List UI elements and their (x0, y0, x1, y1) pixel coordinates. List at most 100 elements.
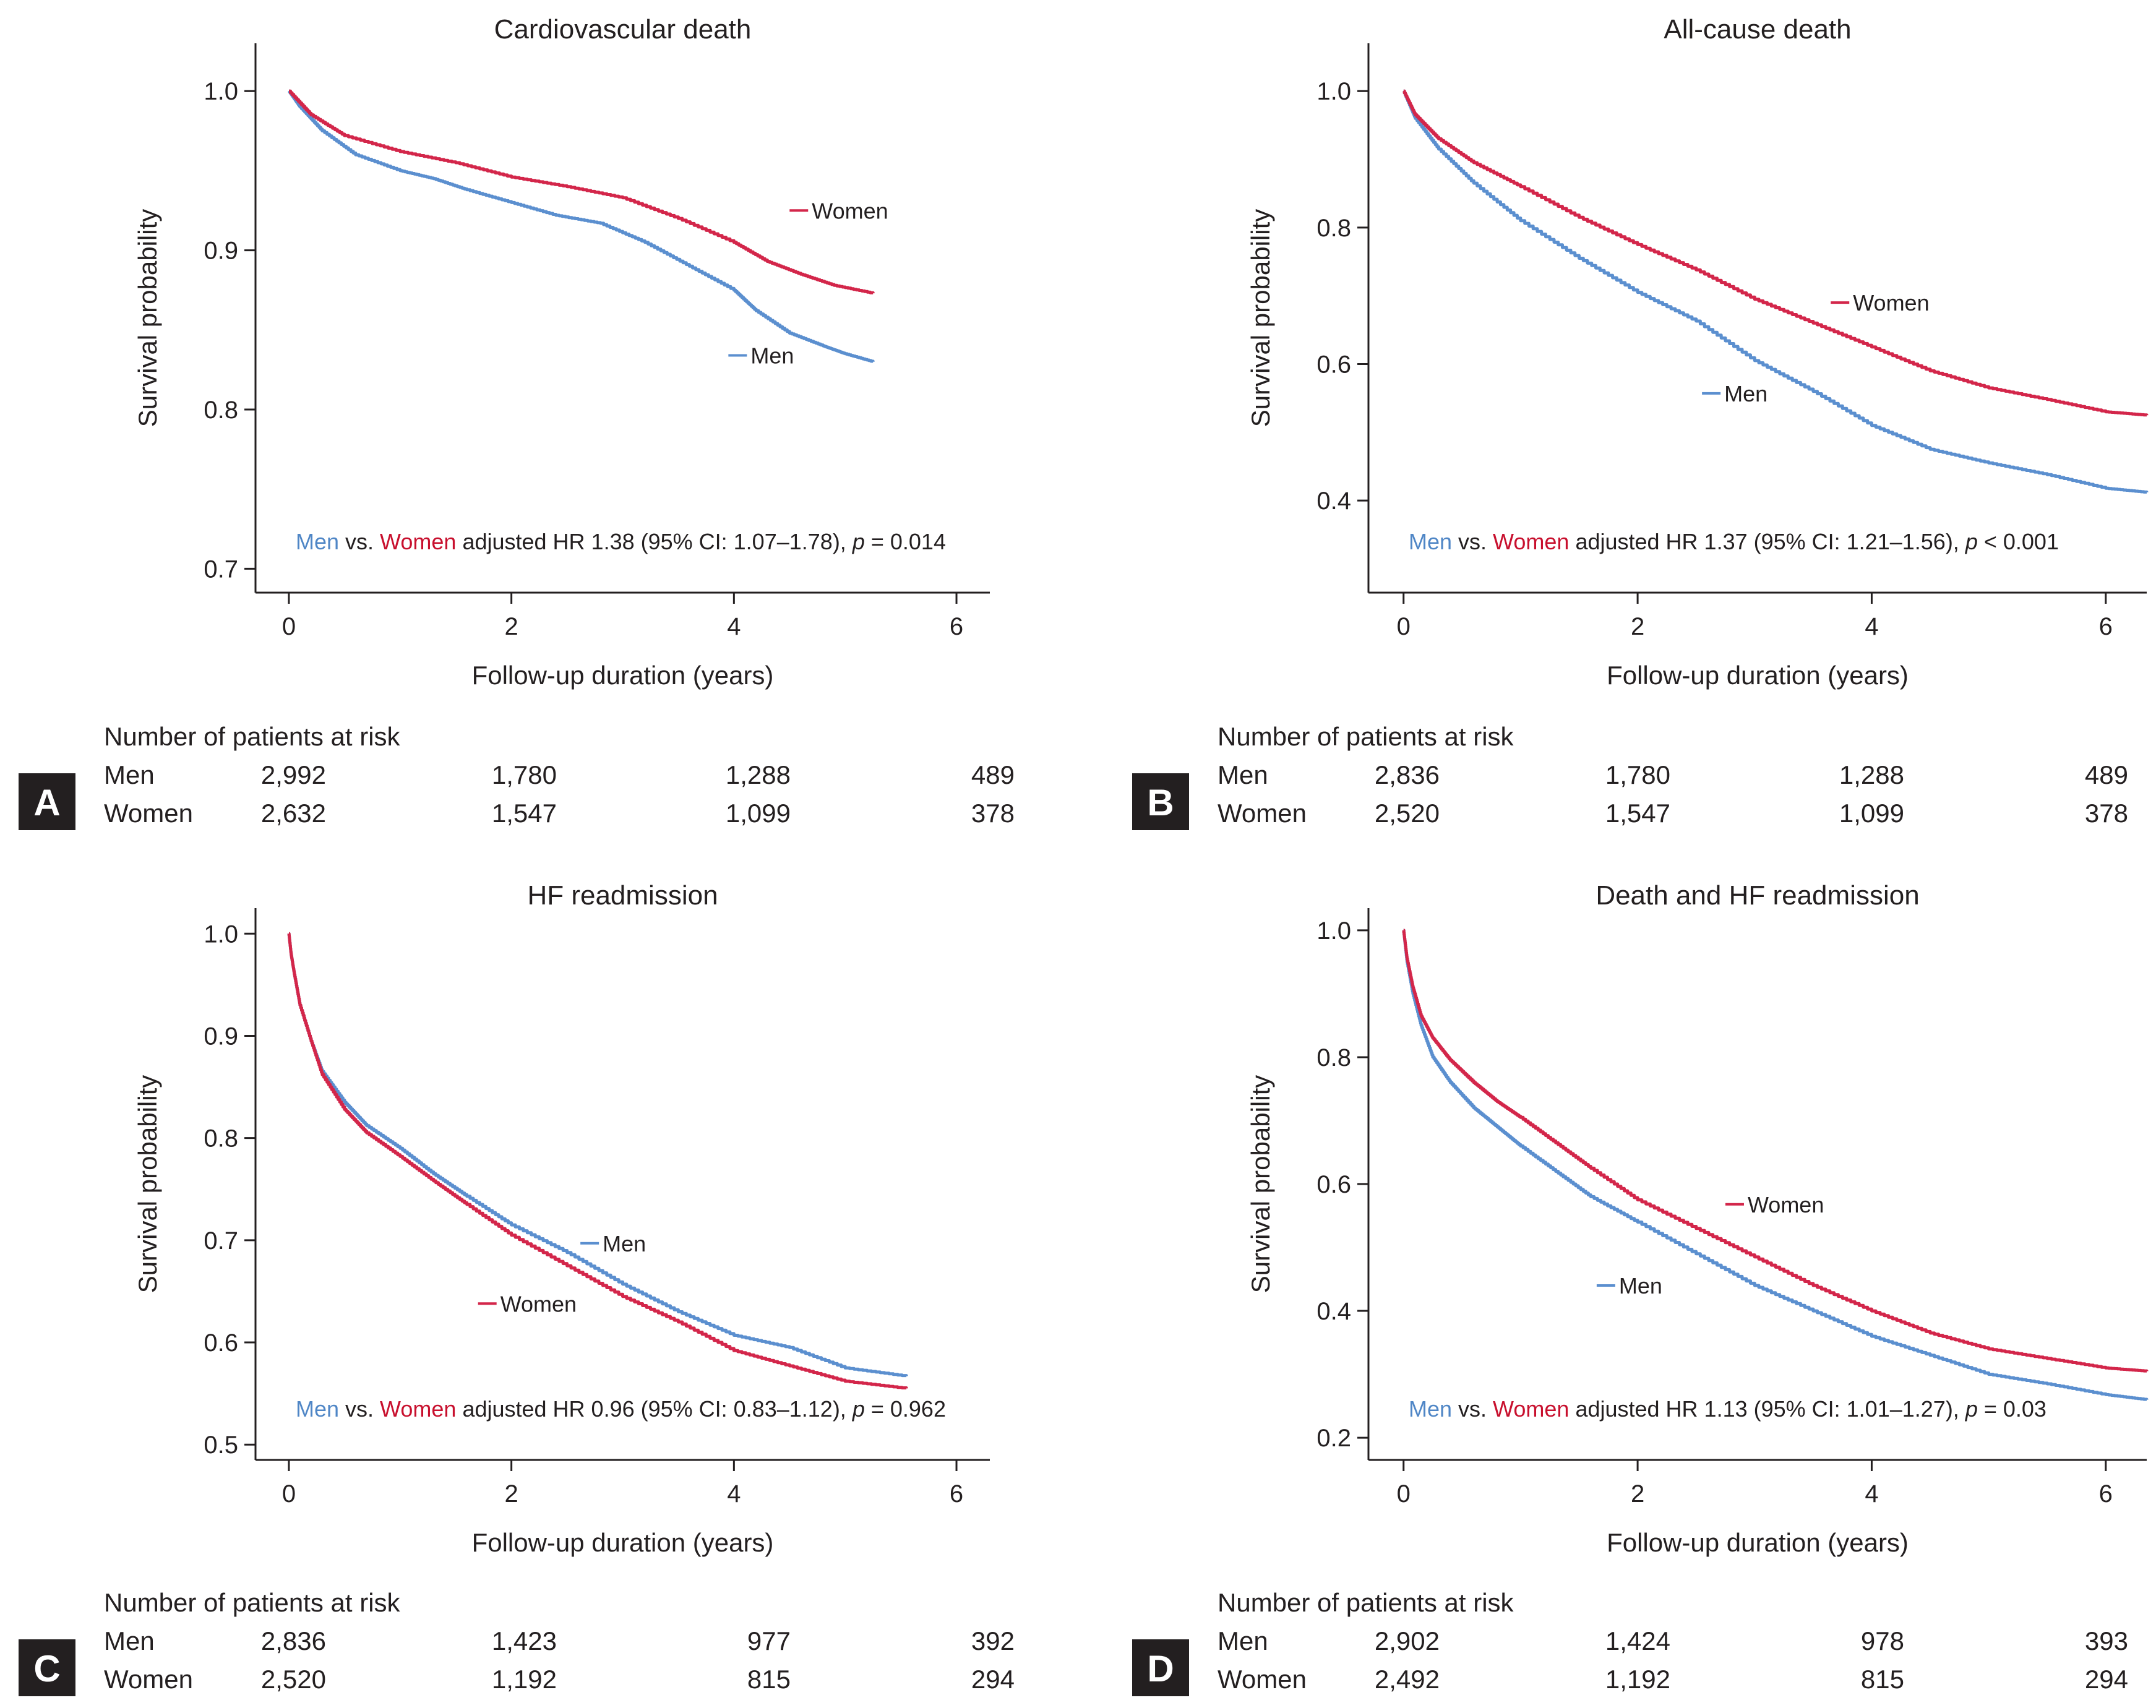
x-tick-label: 4 (727, 1480, 741, 1508)
x-axis-label: Follow-up duration (years) (1607, 1528, 1909, 1557)
risk-cell-women: 2,632 (261, 799, 326, 828)
risk-cell-women: 1,192 (1605, 1665, 1670, 1694)
risk-cell-women: 1,099 (726, 799, 791, 828)
risk-cell-women: 1,547 (492, 799, 557, 828)
x-tick-label: 4 (727, 613, 741, 640)
x-tick-label: 6 (2099, 1480, 2113, 1508)
y-axis-label: Survival probability (133, 1075, 162, 1294)
x-tick-label: 6 (2099, 613, 2113, 640)
panel-badge-letter: A (33, 782, 60, 823)
legend-label-women: Women (1748, 1192, 1824, 1217)
y-tick-label: 0.7 (204, 556, 238, 583)
risk-cell-men: 1,288 (1839, 760, 1904, 789)
legend-label-women: Women (500, 1291, 577, 1316)
risk-cell-women: 378 (971, 799, 1015, 828)
risk-cell-women: 1,547 (1605, 799, 1670, 828)
legend-label-men: Men (750, 343, 794, 368)
x-tick-label: 0 (1397, 1480, 1411, 1508)
series-line-women (1402, 929, 2149, 1373)
risk-cell-women: 2,520 (261, 1665, 326, 1694)
y-tick-label: 1.0 (204, 921, 238, 948)
series-line-men (288, 89, 875, 363)
risk-cell-men: 489 (971, 760, 1015, 789)
legend-label-women: Women (1853, 290, 1929, 315)
risk-row-men-label: Men (104, 1626, 155, 1655)
risk-cell-men: 489 (2085, 760, 2128, 789)
panel-badge-letter: B (1147, 782, 1174, 823)
risk-cell-women: 378 (2085, 799, 2128, 828)
y-axis-label: Survival probability (1246, 209, 1275, 427)
x-tick-label: 4 (1865, 1480, 1878, 1508)
legend-label-men: Men (603, 1231, 646, 1256)
annotation-pvalue: = 0.014 (865, 529, 946, 554)
risk-row-women-label: Women (1218, 1665, 1307, 1694)
annotation-p: p (1965, 1396, 1978, 1422)
annotation-men: Men (296, 529, 339, 554)
x-tick-label: 6 (950, 1480, 963, 1508)
y-tick-label: 1.0 (204, 78, 238, 105)
risk-cell-men: 2,836 (1375, 760, 1440, 789)
annotation-men: Men (296, 1396, 339, 1422)
risk-row-men-label: Men (1218, 1626, 1268, 1655)
annotation-women: Women (380, 1396, 456, 1422)
y-tick-label: 1.0 (1316, 78, 1351, 105)
y-tick-label: 0.6 (1316, 1171, 1351, 1198)
annotation-men: Men (1409, 529, 1452, 554)
annotation-women: Women (1493, 529, 1569, 554)
risk-cell-women: 294 (971, 1665, 1015, 1694)
annotation-vs: vs. (1452, 1396, 1493, 1422)
x-tick-label: 4 (1865, 613, 1878, 640)
y-tick-label: 1.0 (1316, 917, 1351, 945)
risk-cell-women: 815 (1861, 1665, 1904, 1694)
panel-badge (19, 1639, 75, 1696)
risk-cell-men: 1,423 (492, 1626, 557, 1655)
risk-table: Number of patients at risk Men Women 2,836 1… (1132, 722, 2128, 830)
annotation-stat: adjusted HR 1.37 (95% CI: 1.21–1.56), (1569, 529, 1965, 554)
risk-cell-women: 294 (2085, 1665, 2128, 1694)
hr-annotation: Men vs. Women adjusted HR 1.13 (95% CI: … (1409, 1396, 2046, 1422)
panel-c: HF readmission 0.5 0.6 0.7 0.8 0.9 1.0 0 2 4 6 Foll… (19, 880, 1015, 1696)
y-tick-label: 0.9 (204, 1023, 238, 1050)
x-tick-label: 2 (505, 1480, 518, 1508)
risk-cell-men: 1,288 (726, 760, 791, 789)
annotation-men: Men (1409, 1396, 1452, 1422)
risk-row-women-label: Women (104, 1665, 193, 1694)
risk-table: Number of patients at risk Men Women 2,902 1… (1132, 1588, 2128, 1696)
risk-cell-men: 392 (971, 1626, 1015, 1655)
risk-table: Number of patients at risk Men Women 2,992 1… (19, 722, 1015, 830)
y-tick-label: 0.6 (204, 1329, 238, 1357)
y-tick-label: 0.4 (1316, 487, 1351, 515)
y-tick-label: 0.4 (1316, 1298, 1351, 1325)
x-tick-label: 6 (950, 613, 963, 640)
risk-cell-men: 978 (1861, 1626, 1904, 1655)
risk-cell-women: 1,099 (1839, 799, 1904, 828)
risk-row-men-label: Men (1218, 760, 1268, 789)
panel-a: Cardiovascular death 0.7 0.8 0.9 1.0 0 2 4 6 Foll… (19, 14, 1015, 830)
risk-cell-men: 977 (747, 1626, 791, 1655)
annotation-p: p (1965, 529, 1978, 554)
panel-badge (1132, 773, 1189, 830)
risk-cell-men: 393 (2085, 1626, 2128, 1655)
risk-cell-men: 2,992 (261, 760, 326, 789)
risk-row-women-label: Women (104, 799, 193, 828)
risk-cell-men: 1,424 (1605, 1626, 1670, 1655)
risk-table-header: Number of patients at risk (104, 722, 401, 751)
annotation-women: Women (1493, 1396, 1569, 1422)
series-line-women (1402, 89, 2149, 417)
x-tick-label: 2 (505, 613, 518, 640)
annotation-pvalue: = 0.962 (865, 1396, 946, 1422)
risk-row-men-label: Men (104, 760, 155, 789)
chart-title: HF readmission (527, 880, 718, 911)
panel-badge-letter: C (33, 1648, 60, 1689)
risk-cell-men: 1,780 (492, 760, 557, 789)
y-tick-label: 0.6 (1316, 351, 1351, 378)
y-tick-label: 0.8 (204, 397, 238, 424)
y-tick-label: 0.5 (204, 1431, 238, 1459)
panel-b: All-cause death 0.4 0.6 0.8 1.0 0 2 4 6 Follow-up… (1132, 14, 2149, 830)
annotation-stat: adjusted HR 0.96 (95% CI: 0.83–1.12), (456, 1396, 852, 1422)
series-line-women (287, 932, 908, 1389)
legend-label-men: Men (1724, 381, 1767, 406)
annotation-pvalue: = 0.03 (1978, 1396, 2046, 1422)
risk-cell-men: 2,836 (261, 1626, 326, 1655)
annotation-vs: vs. (339, 1396, 380, 1422)
